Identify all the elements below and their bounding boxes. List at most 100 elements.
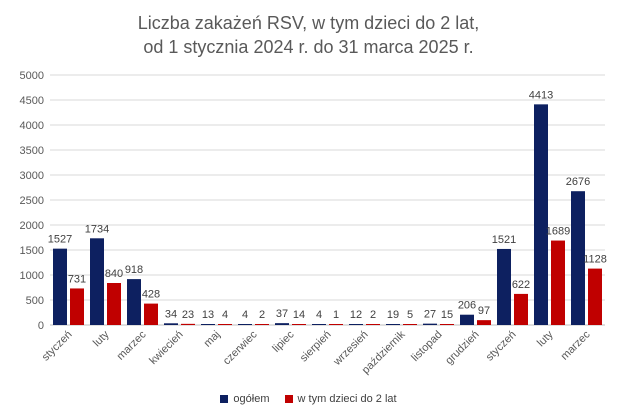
data-label-ogolem: 206 xyxy=(458,300,476,312)
data-label-ogolem: 4 xyxy=(242,309,248,321)
chart-title-line-1: Liczba zakażeń RSV, w tym dzieci do 2 la… xyxy=(137,13,480,33)
bar-ogolem xyxy=(238,324,252,325)
y-tick-label: 2000 xyxy=(20,220,44,232)
gridlines xyxy=(50,74,605,326)
data-label-dzieci: 428 xyxy=(142,289,160,301)
legend-item-ogolem: ogółem xyxy=(220,393,269,405)
bars xyxy=(53,104,602,325)
data-label-dzieci: 97 xyxy=(478,305,490,317)
y-tick-label: 5000 xyxy=(20,70,44,82)
x-tick-label: marzec xyxy=(115,328,149,362)
bar-dzieci xyxy=(440,324,454,325)
y-tick-label: 1500 xyxy=(20,245,44,257)
data-label-dzieci: 15 xyxy=(441,309,453,321)
x-tick-label: luty xyxy=(535,328,556,349)
data-label-ogolem: 1734 xyxy=(85,223,109,235)
data-label-ogolem: 37 xyxy=(276,308,288,320)
bar-dzieci xyxy=(218,324,232,325)
data-label-ogolem: 27 xyxy=(424,309,436,321)
legend-label-ogolem: ogółem xyxy=(233,393,270,405)
data-label-ogolem: 13 xyxy=(202,309,214,321)
y-tick-label: 4500 xyxy=(20,95,44,107)
data-label-dzieci: 840 xyxy=(105,268,123,280)
bar-ogolem xyxy=(90,238,104,325)
x-tick-label: lipiec xyxy=(270,328,297,355)
data-label-ogolem: 2676 xyxy=(566,176,590,188)
x-tick-label: grudzień xyxy=(443,329,481,367)
x-tick-label: kwiecień xyxy=(147,329,185,367)
bar-ogolem xyxy=(497,248,511,325)
bar-ogolem xyxy=(201,324,215,325)
bar-dzieci xyxy=(255,324,269,325)
legend: ogółem w tym dzieci do 2 lat xyxy=(0,393,617,406)
data-label-ogolem: 1527 xyxy=(48,234,72,246)
data-label-dzieci: 2 xyxy=(259,309,265,321)
bar-dzieci xyxy=(403,324,417,325)
bar-ogolem xyxy=(53,248,67,325)
bar-dzieci xyxy=(70,288,84,325)
y-tick-label: 1000 xyxy=(20,270,44,282)
y-tick-label: 0 xyxy=(38,320,44,332)
data-label-ogolem: 1521 xyxy=(492,234,516,246)
bar-ogolem xyxy=(349,324,363,325)
bar-dzieci xyxy=(551,240,565,325)
x-tick-label: marzec xyxy=(559,328,593,362)
data-label-dzieci: 1 xyxy=(333,309,339,321)
y-tick-label: 3500 xyxy=(20,145,44,157)
bar-dzieci xyxy=(329,324,343,325)
bar-dzieci xyxy=(588,268,602,325)
data-label-dzieci: 1689 xyxy=(546,226,570,238)
x-tick-label: listopad xyxy=(409,329,444,364)
bar-dzieci xyxy=(514,293,528,325)
y-axis-ticks: 0 500 1000 1500 2000 2500 3000 3500 4000 4500 5000 xyxy=(20,70,44,332)
x-tick-label: luty xyxy=(91,328,112,349)
data-label-ogolem: 19 xyxy=(387,309,399,321)
data-label-dzieci: 731 xyxy=(68,273,86,285)
y-tick-label: 2500 xyxy=(20,195,44,207)
bar-ogolem xyxy=(534,104,548,325)
data-label-ogolem: 34 xyxy=(165,308,177,320)
bar-dzieci xyxy=(181,323,195,325)
bar-ogolem xyxy=(127,279,141,325)
data-label-ogolem: 12 xyxy=(350,309,362,321)
bar-dzieci xyxy=(477,320,491,325)
bar-ogolem xyxy=(386,324,400,325)
bar-dzieci xyxy=(366,324,380,325)
bar-ogolem xyxy=(460,314,474,325)
data-label-dzieci: 622 xyxy=(512,279,530,291)
data-label-ogolem: 918 xyxy=(125,264,143,276)
bar-ogolem xyxy=(164,323,178,325)
data-label-dzieci: 1128 xyxy=(583,254,607,266)
x-tick-label: styczeń xyxy=(484,329,519,364)
legend-swatch-dzieci xyxy=(284,395,293,403)
y-tick-label: 4000 xyxy=(20,120,44,132)
chart-title-line-2: od 1 stycznia 2024 r. do 31 marca 2025 r… xyxy=(143,37,474,57)
y-tick-label: 500 xyxy=(26,295,44,307)
data-label-ogolem: 4413 xyxy=(529,89,553,101)
x-tick-label: maj xyxy=(202,329,223,350)
bar-dzieci xyxy=(292,324,306,325)
legend-swatch-ogolem xyxy=(220,395,229,403)
bar-ogolem xyxy=(312,324,326,325)
legend-label-dzieci: w tym dzieci do 2 lat xyxy=(297,393,397,405)
data-label-dzieci: 5 xyxy=(407,309,413,321)
data-label-ogolem: 4 xyxy=(316,309,322,321)
bar-ogolem xyxy=(571,191,585,325)
x-tick-label: sierpień xyxy=(298,329,334,365)
bar-dzieci xyxy=(144,303,158,325)
legend-item-dzieci: w tym dzieci do 2 lat xyxy=(284,393,397,405)
bar-ogolem xyxy=(423,323,437,325)
x-tick-label: czerwiec xyxy=(221,328,260,367)
data-label-dzieci: 2 xyxy=(370,309,376,321)
x-tick-label: styczeń xyxy=(40,329,75,364)
data-label-dzieci: 14 xyxy=(293,309,305,321)
bar-ogolem xyxy=(275,323,289,325)
data-label-dzieci: 4 xyxy=(222,309,228,321)
y-tick-label: 3000 xyxy=(20,170,44,182)
bar-dzieci xyxy=(107,283,121,325)
data-label-dzieci: 23 xyxy=(182,309,194,321)
